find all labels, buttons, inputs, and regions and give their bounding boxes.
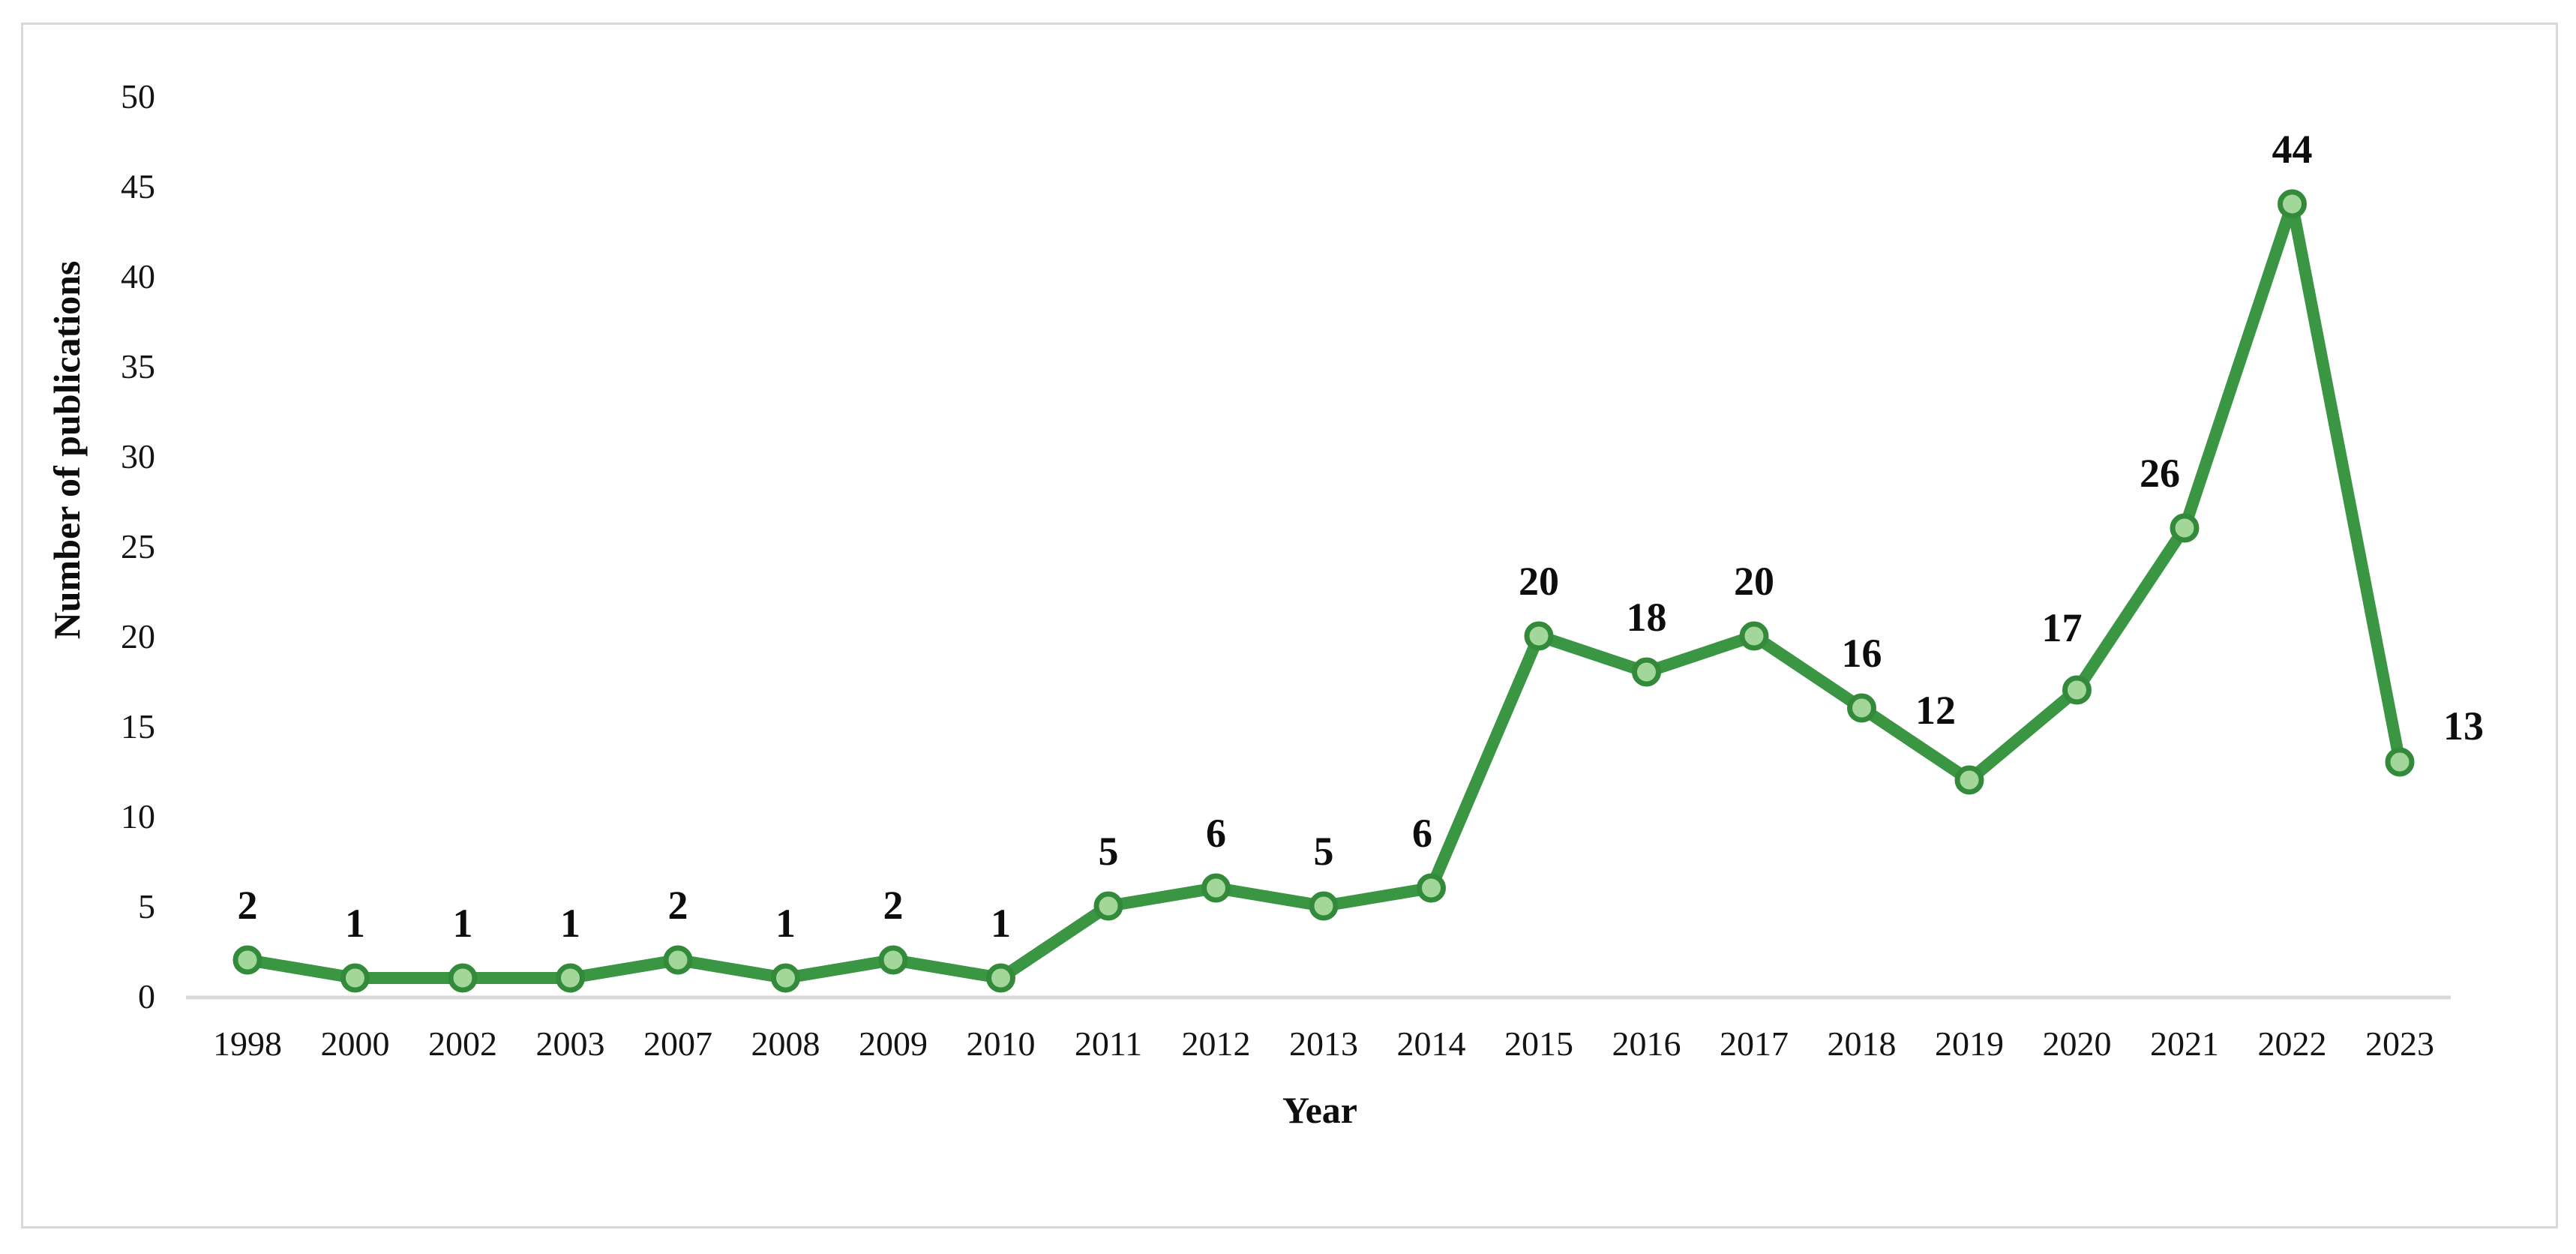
data-label-2016: 18 bbox=[1627, 595, 1667, 640]
data-point-marker-2018 bbox=[1847, 693, 1876, 723]
data-point-marker-2009 bbox=[878, 945, 908, 975]
x-tick-label-2023: 2023 bbox=[2365, 1024, 2434, 1063]
y-tick-label-10: 10 bbox=[121, 797, 155, 836]
data-label-2019: 12 bbox=[1915, 688, 1956, 733]
data-point-marker-2014 bbox=[1417, 873, 1446, 903]
x-tick-label-2002: 2002 bbox=[428, 1024, 497, 1063]
data-label-2013: 5 bbox=[1314, 829, 1334, 874]
data-point-marker-2008 bbox=[771, 963, 800, 993]
data-label-2007: 2 bbox=[668, 883, 688, 928]
data-point-marker-2023 bbox=[2385, 747, 2415, 777]
x-tick-label-2020: 2020 bbox=[2043, 1024, 2112, 1063]
x-tick-label-2022: 2022 bbox=[2258, 1024, 2327, 1063]
y-tick-label-5: 5 bbox=[138, 887, 155, 926]
data-label-1998: 2 bbox=[238, 883, 258, 928]
y-tick-label-50: 50 bbox=[121, 77, 155, 116]
y-tick-label-25: 25 bbox=[121, 527, 155, 566]
data-point-marker-2012 bbox=[1201, 873, 1231, 903]
data-point-marker-2017 bbox=[1739, 621, 1769, 651]
data-label-2003: 1 bbox=[560, 901, 580, 946]
data-label-2012: 6 bbox=[1206, 811, 1226, 856]
y-tick-label-15: 15 bbox=[121, 707, 155, 746]
data-point-marker-2022 bbox=[2278, 189, 2307, 219]
y-tick-label-20: 20 bbox=[121, 617, 155, 656]
x-tick-label-2011: 2011 bbox=[1075, 1024, 1142, 1063]
x-axis-title: Year bbox=[1282, 1089, 1357, 1131]
data-point-marker-2002 bbox=[448, 963, 478, 993]
x-tick-label-2000: 2000 bbox=[321, 1024, 390, 1063]
data-label-2002: 1 bbox=[453, 901, 473, 946]
y-tick-label-45: 45 bbox=[121, 167, 155, 206]
y-tick-label-40: 40 bbox=[121, 257, 155, 296]
data-point-marker-2000 bbox=[340, 963, 370, 993]
y-tick-label-0: 0 bbox=[138, 977, 155, 1016]
data-point-marker-1998 bbox=[232, 945, 262, 975]
x-tick-label-2010: 2010 bbox=[967, 1024, 1036, 1063]
data-point-marker-2007 bbox=[663, 945, 693, 975]
data-label-2008: 1 bbox=[775, 901, 796, 946]
x-tick-label-2016: 2016 bbox=[1612, 1024, 1681, 1063]
x-tick-label-2019: 2019 bbox=[1935, 1024, 2004, 1063]
data-label-2023: 13 bbox=[2443, 704, 2484, 748]
data-label-2009: 2 bbox=[883, 883, 904, 928]
x-tick-label-2008: 2008 bbox=[751, 1024, 820, 1063]
x-tick-label-1998: 1998 bbox=[213, 1024, 282, 1063]
x-tick-label-2017: 2017 bbox=[1720, 1024, 1789, 1063]
data-point-marker-2010 bbox=[986, 963, 1015, 993]
y-tick-label-30: 30 bbox=[121, 437, 155, 476]
data-point-marker-2003 bbox=[556, 963, 585, 993]
data-point-marker-2016 bbox=[1632, 657, 1661, 687]
data-label-2011: 5 bbox=[1099, 829, 1119, 874]
x-tick-label-2009: 2009 bbox=[859, 1024, 928, 1063]
data-label-2017: 20 bbox=[1734, 559, 1774, 604]
x-tick-label-2021: 2021 bbox=[2150, 1024, 2219, 1063]
data-point-marker-2015 bbox=[1524, 621, 1554, 651]
data-point-marker-2019 bbox=[1954, 765, 1984, 795]
data-label-2021: 26 bbox=[2140, 451, 2180, 496]
data-label-2018: 16 bbox=[1842, 631, 1882, 676]
data-label-2022: 44 bbox=[2272, 127, 2313, 172]
x-tick-label-2018: 2018 bbox=[1828, 1024, 1897, 1063]
data-point-marker-2013 bbox=[1309, 891, 1339, 921]
data-point-marker-2021 bbox=[2170, 513, 2200, 543]
data-label-2014: 6 bbox=[1412, 811, 1432, 856]
data-label-2000: 1 bbox=[345, 901, 365, 946]
y-axis-title: Number of publications bbox=[46, 261, 88, 640]
data-label-2020: 17 bbox=[2042, 605, 2083, 650]
x-tick-label-2003: 2003 bbox=[536, 1024, 605, 1063]
data-label-2015: 20 bbox=[1519, 559, 1559, 604]
data-point-marker-2011 bbox=[1093, 891, 1123, 921]
data-point-marker-2020 bbox=[2062, 675, 2092, 705]
x-tick-label-2012: 2012 bbox=[1182, 1024, 1251, 1063]
y-tick-label-35: 35 bbox=[121, 347, 155, 386]
data-label-2010: 1 bbox=[991, 901, 1011, 946]
x-tick-label-2014: 2014 bbox=[1397, 1024, 1466, 1063]
x-tick-label-2007: 2007 bbox=[643, 1024, 712, 1063]
x-tick-label-2013: 2013 bbox=[1289, 1024, 1358, 1063]
x-tick-label-2015: 2015 bbox=[1504, 1024, 1573, 1063]
